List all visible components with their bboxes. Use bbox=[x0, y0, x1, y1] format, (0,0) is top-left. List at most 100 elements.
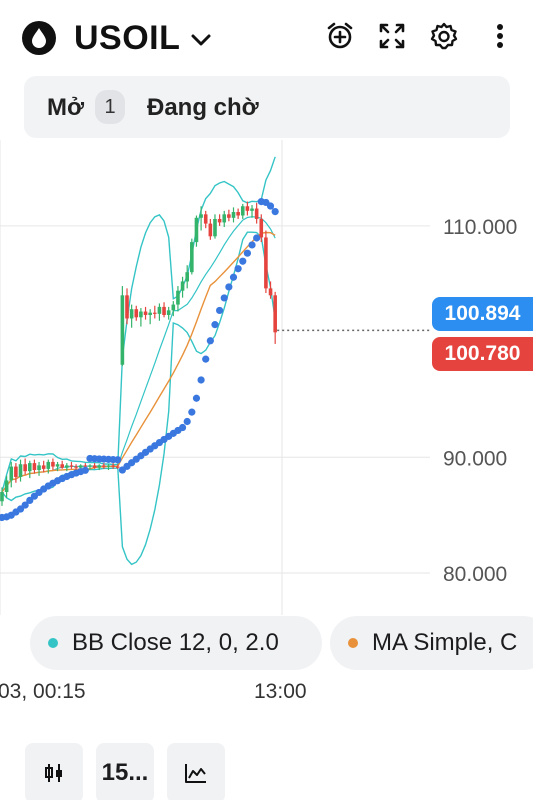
candle-body bbox=[240, 206, 245, 216]
candle-body bbox=[250, 208, 254, 211]
sar-dot bbox=[202, 355, 210, 363]
candle-body bbox=[203, 214, 208, 224]
candle-body bbox=[231, 212, 236, 218]
sar-dot bbox=[81, 466, 89, 474]
candle-body bbox=[176, 290, 180, 305]
chart-type-button[interactable] bbox=[25, 743, 83, 800]
timeframe-button[interactable]: 15... bbox=[96, 743, 154, 800]
candle-body bbox=[148, 312, 152, 315]
price-chart[interactable]: 110.000 90.000 80.000 bbox=[0, 140, 533, 615]
candle-body bbox=[217, 218, 222, 223]
candle-body bbox=[51, 461, 55, 467]
candle-body bbox=[0, 492, 4, 502]
sar-dot bbox=[188, 408, 196, 416]
more-vertical-icon[interactable] bbox=[482, 18, 518, 54]
sar-dot bbox=[197, 376, 205, 384]
candle-body bbox=[227, 214, 231, 218]
candle-body bbox=[46, 461, 51, 469]
candle-body bbox=[18, 464, 23, 477]
candle-body bbox=[208, 223, 213, 237]
sar-dot bbox=[266, 202, 275, 210]
sar-dot bbox=[239, 257, 247, 265]
candle-body bbox=[254, 208, 259, 219]
candle-body bbox=[185, 272, 189, 282]
sar-dot bbox=[234, 265, 242, 273]
candle-body bbox=[273, 295, 277, 333]
candle-body bbox=[120, 295, 125, 365]
candle-body bbox=[259, 218, 264, 238]
candle-body bbox=[245, 206, 250, 211]
sar-dot bbox=[271, 208, 279, 216]
candle-body bbox=[134, 309, 139, 318]
sar-dot bbox=[229, 273, 238, 281]
y-tick-label: 90.000 bbox=[443, 447, 507, 470]
candle-body bbox=[102, 465, 106, 467]
legend-bb-dot bbox=[48, 638, 58, 648]
candle-body bbox=[143, 311, 148, 315]
sar-dot bbox=[225, 283, 233, 291]
candle-body bbox=[88, 465, 92, 467]
sar-dot bbox=[192, 394, 201, 402]
sar-dot bbox=[248, 241, 256, 249]
indicators-button[interactable] bbox=[167, 743, 225, 800]
indicators-icon bbox=[185, 764, 206, 783]
symbol-name: USOIL bbox=[74, 18, 181, 57]
fullscreen-icon[interactable] bbox=[374, 18, 410, 54]
symbol-selector[interactable]: USOIL bbox=[22, 16, 212, 60]
candle-body bbox=[41, 465, 46, 469]
candle-body bbox=[74, 466, 78, 468]
open-count-badge: 1 bbox=[95, 90, 125, 124]
gear-icon[interactable] bbox=[426, 18, 462, 54]
candle-body bbox=[152, 312, 157, 314]
candle-body bbox=[171, 304, 176, 311]
candle-body bbox=[180, 281, 185, 291]
candle-body bbox=[37, 465, 41, 471]
candle-body bbox=[4, 480, 9, 493]
candle-body bbox=[55, 464, 60, 467]
timeframe-label: 15... bbox=[101, 759, 149, 786]
candle-body bbox=[166, 310, 171, 315]
sar-dot bbox=[178, 423, 187, 432]
sar-dot bbox=[114, 456, 122, 464]
candle-body bbox=[111, 465, 115, 467]
candle-body bbox=[222, 214, 227, 223]
sar-dot bbox=[220, 294, 228, 302]
bid-price-tag: 100.894 bbox=[432, 297, 533, 331]
x-tick-label: 13:00 bbox=[254, 680, 307, 703]
tab-pending[interactable]: Đang chờ bbox=[147, 94, 259, 121]
candle-body bbox=[83, 465, 88, 467]
alarm-add-icon[interactable] bbox=[322, 18, 358, 54]
candle-body bbox=[32, 463, 37, 471]
top-bar: USOIL bbox=[0, 0, 533, 76]
candle-body bbox=[23, 464, 27, 472]
order-tabs: Mở 1 Đang chờ bbox=[24, 76, 510, 138]
tab-open[interactable]: Mở bbox=[47, 94, 85, 121]
sar-dot bbox=[21, 501, 29, 509]
candle-body bbox=[115, 466, 120, 468]
candle-body bbox=[157, 306, 162, 314]
legend-bb[interactable]: BB Close 12, 0, 2.0 bbox=[30, 616, 322, 670]
sar-dot bbox=[26, 496, 34, 505]
sar-dot bbox=[216, 306, 224, 315]
y-tick-label: 110.000 bbox=[443, 216, 517, 239]
candle-body bbox=[69, 465, 74, 467]
ask-price-tag: 100.780 bbox=[432, 337, 533, 371]
sar-dot bbox=[243, 249, 251, 257]
legend-ma-label: MA Simple, C bbox=[372, 629, 518, 656]
bb-lower-line bbox=[1, 231, 276, 566]
candle-body bbox=[125, 295, 129, 319]
candles-icon bbox=[45, 764, 62, 782]
candle-body bbox=[65, 465, 69, 468]
candle-body bbox=[78, 465, 83, 468]
oil-drop-icon bbox=[22, 21, 56, 55]
sar-dot bbox=[183, 417, 191, 426]
bb-upper-line bbox=[1, 156, 276, 493]
sar-dot bbox=[206, 337, 214, 345]
legend-ma[interactable]: MA Simple, C bbox=[330, 616, 533, 670]
candle-body bbox=[264, 237, 268, 289]
candle-body bbox=[190, 242, 194, 273]
candle-body bbox=[236, 212, 240, 216]
candle-body bbox=[213, 218, 217, 237]
candle-body bbox=[9, 466, 14, 481]
candle-body bbox=[194, 217, 199, 243]
